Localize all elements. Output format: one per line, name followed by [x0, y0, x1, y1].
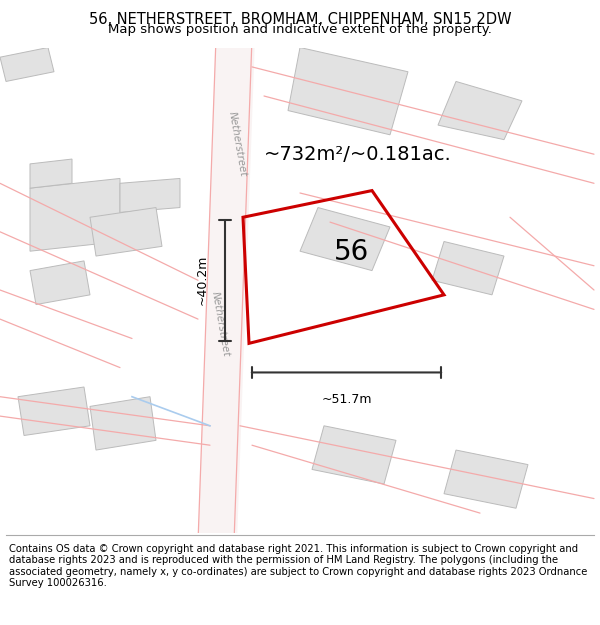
- Text: Contains OS data © Crown copyright and database right 2021. This information is : Contains OS data © Crown copyright and d…: [9, 544, 587, 588]
- Polygon shape: [30, 159, 72, 188]
- Text: 56: 56: [334, 238, 368, 266]
- Text: ~40.2m: ~40.2m: [195, 255, 208, 306]
- Text: ~732m²/~0.181ac.: ~732m²/~0.181ac.: [264, 145, 452, 164]
- Polygon shape: [288, 48, 408, 135]
- Polygon shape: [90, 208, 162, 256]
- Text: ~51.7m: ~51.7m: [321, 392, 372, 406]
- Text: Netherstreet: Netherstreet: [226, 111, 248, 178]
- Text: Map shows position and indicative extent of the property.: Map shows position and indicative extent…: [108, 22, 492, 36]
- Polygon shape: [198, 38, 255, 542]
- Polygon shape: [300, 208, 390, 271]
- Text: 56, NETHERSTREET, BROMHAM, CHIPPENHAM, SN15 2DW: 56, NETHERSTREET, BROMHAM, CHIPPENHAM, S…: [89, 12, 511, 27]
- Polygon shape: [120, 179, 180, 212]
- Polygon shape: [30, 261, 90, 304]
- Polygon shape: [438, 81, 522, 139]
- Polygon shape: [90, 397, 156, 450]
- Polygon shape: [30, 179, 120, 251]
- Polygon shape: [432, 241, 504, 295]
- Polygon shape: [312, 426, 396, 484]
- Text: Netherstreet: Netherstreet: [210, 291, 232, 357]
- Polygon shape: [0, 48, 54, 81]
- Polygon shape: [444, 450, 528, 508]
- Polygon shape: [18, 387, 90, 436]
